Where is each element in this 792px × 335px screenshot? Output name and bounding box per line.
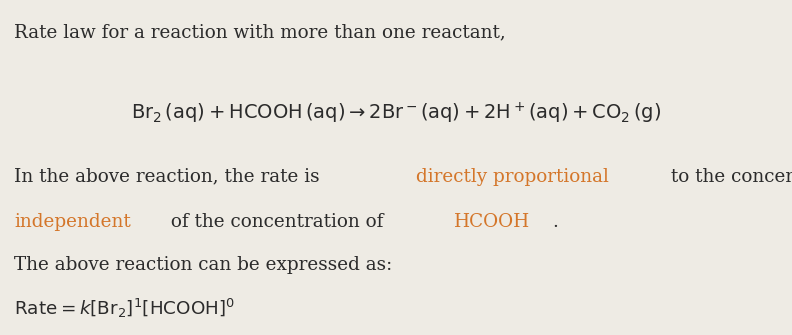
Text: of the concentration of: of the concentration of: [165, 213, 389, 231]
Text: $\mathrm{Rate} = \mathit{k}[\mathrm{Br_2}]^1[\mathrm{HCOOH}]^0$: $\mathrm{Rate} = \mathit{k}[\mathrm{Br_2…: [14, 296, 235, 320]
Text: HCOOH: HCOOH: [455, 213, 531, 231]
Text: $\mathrm{Br_2\,(aq) + HCOOH\,(aq) \rightarrow 2Br^-(aq) + 2H^+(aq) + CO_2\,(g)}$: $\mathrm{Br_2\,(aq) + HCOOH\,(aq) \right…: [131, 100, 661, 126]
Text: directly proportional: directly proportional: [416, 168, 609, 186]
Text: to the concentration of: to the concentration of: [665, 168, 792, 186]
Text: Rate law for a reaction with more than one reactant,: Rate law for a reaction with more than o…: [14, 23, 506, 42]
Text: In the above reaction, the rate is: In the above reaction, the rate is: [14, 168, 326, 186]
Text: .: .: [553, 213, 558, 231]
Text: The above reaction can be expressed as:: The above reaction can be expressed as:: [14, 256, 393, 274]
Text: independent: independent: [14, 213, 131, 231]
